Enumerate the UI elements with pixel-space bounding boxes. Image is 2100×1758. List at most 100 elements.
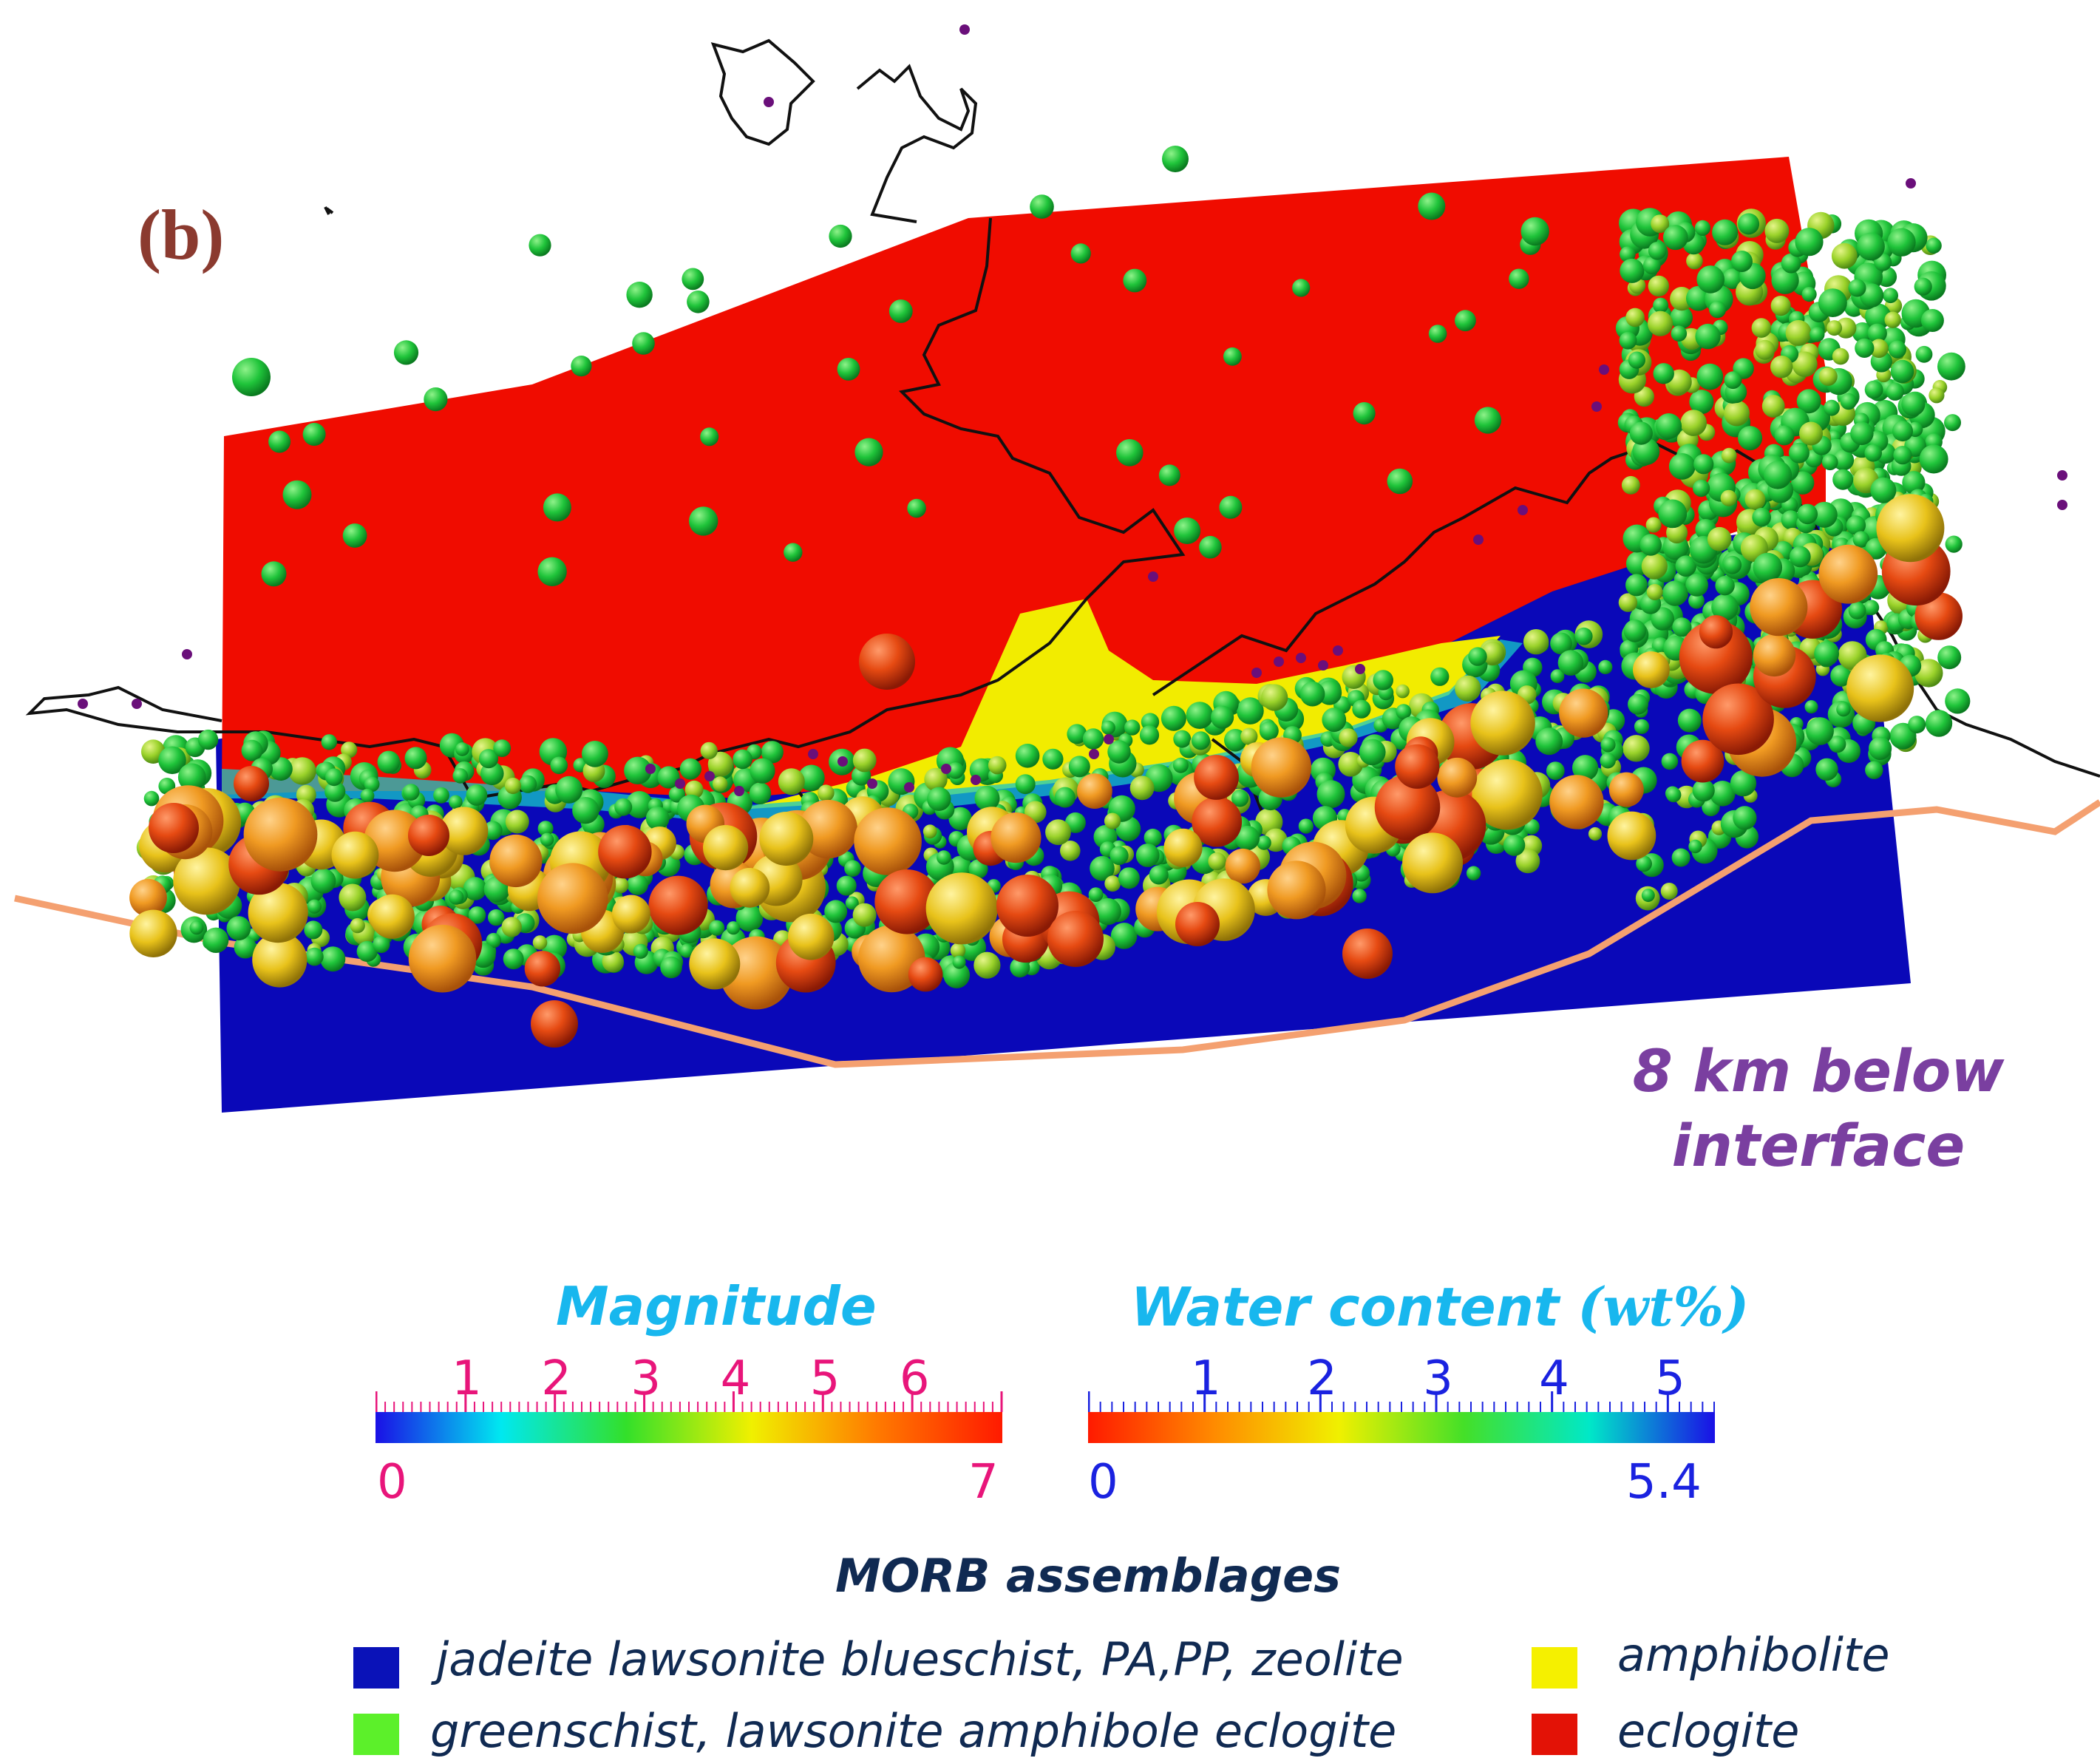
earthquake-sphere: [1818, 367, 1838, 386]
earthquake-sphere: [1662, 580, 1688, 606]
earthquake-sphere: [1688, 839, 1702, 854]
earthquake-sphere: [1468, 647, 1487, 666]
earthquake-sphere: [1730, 770, 1757, 797]
legend-swatch-greenschist: [353, 1714, 399, 1755]
earthquake-sphere: [733, 749, 752, 770]
magnitude-title: Magnitude: [556, 1275, 877, 1337]
earthquake-sphere: [1660, 883, 1678, 900]
earthquake-sphere: [466, 784, 488, 806]
earthquake-sphere: [1818, 544, 1878, 604]
earthquake-sphere: [1437, 757, 1478, 798]
morb-legend-title: MORB assemblages: [835, 1549, 1342, 1603]
earthquake-sphere: [1629, 421, 1653, 445]
earthquake-sphere: [1641, 553, 1668, 580]
earthquake-sphere: [703, 825, 749, 871]
earthquake-sphere: [1015, 744, 1040, 768]
earthquake-sphere: [1621, 475, 1640, 495]
earthquake-sphere: [626, 282, 653, 308]
earthquake-sphere: [1070, 243, 1091, 264]
earthquake-sphere: [1738, 213, 1760, 235]
earthquake-sphere: [1299, 681, 1325, 707]
volcano-marker: [1089, 749, 1099, 759]
earthquake-sphere: [531, 1000, 578, 1048]
earthquake-sphere: [1945, 688, 1971, 714]
earthquake-sphere: [1651, 214, 1670, 234]
earthquake-sphere: [1240, 727, 1258, 745]
earthquake-sphere: [1902, 471, 1926, 495]
volcano-marker: [78, 699, 88, 709]
earthquake-sphere: [1047, 911, 1104, 967]
earthquake-sphere: [173, 847, 241, 915]
earthquake-sphere: [408, 924, 477, 993]
volcano-marker: [1104, 734, 1114, 744]
earthquake-sphere: [532, 935, 548, 950]
earthquake-sphere: [1628, 351, 1645, 369]
slab-eclogite-zone: [222, 157, 1826, 798]
earthquake-sphere: [948, 807, 972, 831]
earthquake-sphere: [625, 791, 653, 818]
earthquake-sphere: [1846, 515, 1866, 535]
earthquake-sphere: [1925, 710, 1953, 737]
earthquake-sphere: [952, 955, 966, 969]
volcano-marker: [971, 775, 981, 785]
earthquake-sphere: [689, 506, 718, 536]
earthquake-sphere: [478, 749, 499, 769]
earthquake-sphere: [1688, 592, 1705, 609]
depth-label-line1: 8 km below: [1632, 1039, 2005, 1105]
earthquake-sphere: [1162, 146, 1189, 172]
panel-label: (b): [137, 195, 225, 274]
earthquake-sphere: [1840, 393, 1857, 410]
earthquake-sphere: [1161, 705, 1186, 731]
earthquake-sphere: [1646, 583, 1663, 600]
earthquake-sphere: [1481, 641, 1504, 665]
earthquake-sphere: [1832, 449, 1855, 471]
earthquake-sphere: [1818, 288, 1847, 317]
earthquake-sphere: [749, 782, 772, 804]
earthquake-sphere: [1110, 846, 1129, 866]
earthquake-sphere: [1865, 761, 1883, 779]
volcano-marker: [1518, 505, 1528, 515]
earthquake-sphere: [129, 909, 177, 958]
earthquake-sphere: [1937, 352, 1965, 381]
earthquake-sphere: [624, 756, 652, 784]
earthquake-sphere: [350, 917, 365, 934]
earthquake-sphere: [1636, 855, 1653, 872]
earthquake-sphere: [1149, 865, 1169, 885]
earthquake-sphere: [486, 932, 501, 948]
earthquake-sphere: [1225, 848, 1261, 884]
earthquake-sphere: [632, 332, 655, 355]
earthquake-sphere: [1814, 641, 1840, 667]
earthquake-sphere: [504, 777, 522, 795]
earthquake-sphere: [1054, 787, 1076, 808]
earthquake-sphere: [1129, 776, 1155, 801]
earthquake-sphere: [713, 776, 728, 792]
earthquake-sphere: [1771, 266, 1799, 294]
earthquake-sphere: [1373, 670, 1393, 690]
earthquake-sphere: [1094, 897, 1121, 926]
earthquake-sphere: [973, 951, 1001, 979]
earthquake-sphere: [1261, 684, 1288, 711]
earthquake-sphere: [288, 757, 316, 785]
earthquake-sphere: [203, 927, 229, 954]
earthquake-sphere: [854, 438, 883, 466]
earthquake-sphere: [1695, 323, 1721, 350]
earthquake-sphere: [925, 872, 998, 945]
earthquake-sphere: [818, 784, 835, 801]
water-min-label: 0: [1088, 1455, 1118, 1510]
earthquake-sphere: [1158, 464, 1180, 486]
earthquake-sphere: [778, 768, 805, 795]
earthquake-sphere: [1937, 645, 1962, 670]
earthquake-sphere: [1848, 279, 1866, 297]
earthquake-sphere: [1815, 758, 1838, 781]
earthquake-sphere: [1715, 576, 1735, 596]
earthquake-sphere: [304, 920, 323, 940]
volcano-marker: [1591, 401, 1602, 412]
earthquake-sphere: [836, 875, 857, 896]
magnitude-tick-label: 2: [541, 1351, 571, 1406]
earthquake-sphere: [1848, 602, 1866, 620]
legend-label-amphibolite: amphibolite: [1617, 1628, 1890, 1682]
earthquake-sphere: [1535, 727, 1563, 756]
earthquake-sphere: [1753, 634, 1796, 677]
earthquake-sphere: [505, 810, 529, 834]
earthquake-sphere: [339, 883, 367, 912]
